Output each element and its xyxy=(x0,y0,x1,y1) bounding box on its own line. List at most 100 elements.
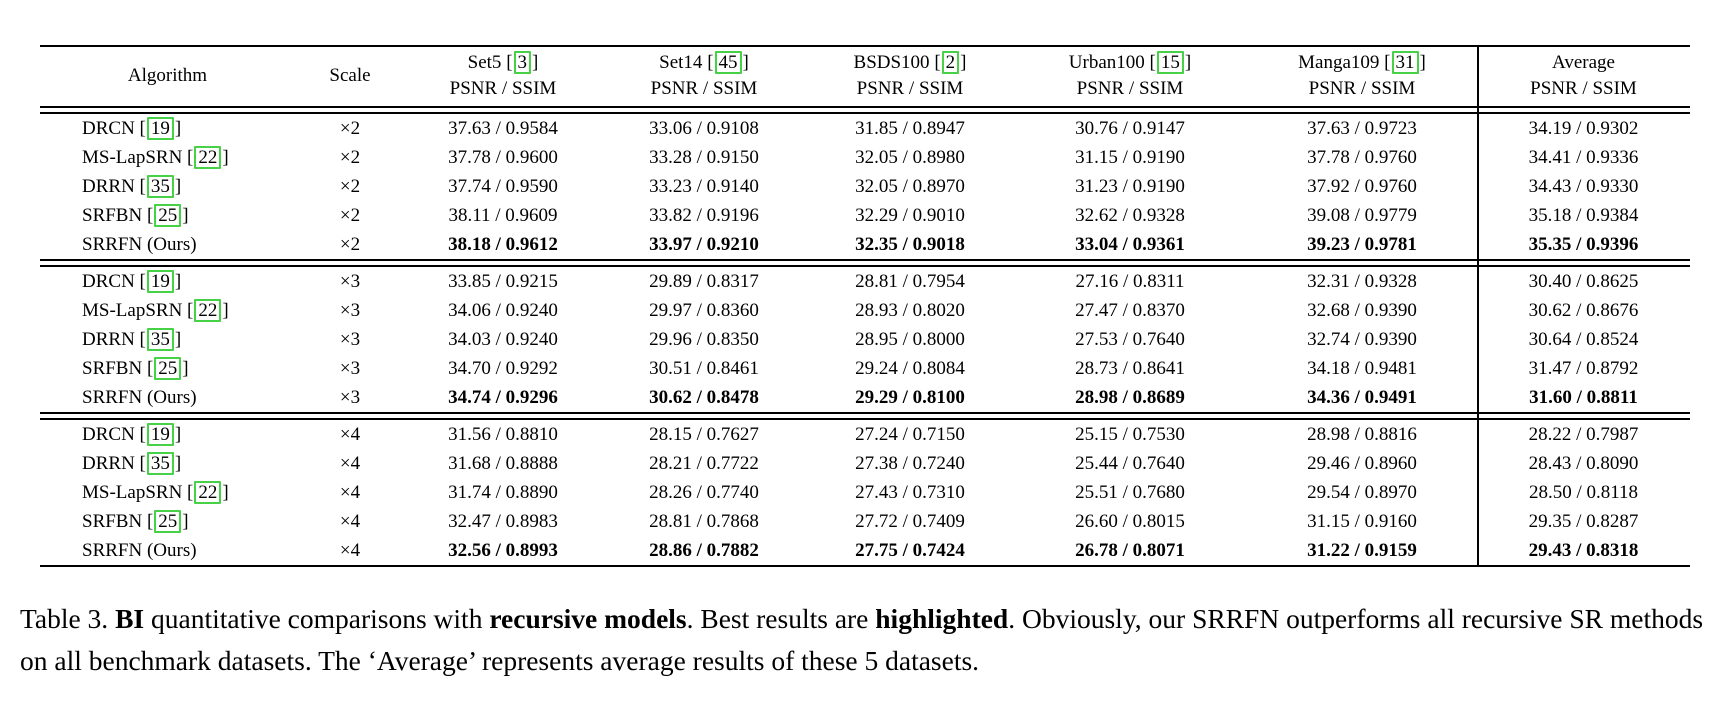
citation-link[interactable]: 19 xyxy=(146,117,174,140)
metric-label: PSNR / SSIM xyxy=(856,78,964,99)
open-bracket: [ xyxy=(934,52,941,73)
psnr-ssim-value: 35.35 / 0.9396 xyxy=(1528,234,1639,255)
scale-value: ×4 xyxy=(339,424,361,445)
scale-value: ×4 xyxy=(339,453,361,474)
psnr-ssim-value: 34.18 / 0.9481 xyxy=(1307,358,1417,379)
psnr-ssim-value: 32.31 / 0.9328 xyxy=(1307,271,1417,292)
psnr-ssim-value: 25.44 / 0.7640 xyxy=(1075,453,1185,474)
table-row: SRRFN (Ours) ×4 32.56 / 0.8993 28.86 / 0.78… xyxy=(40,536,1690,565)
column-header-bsds100: BSDS100 [2] PSNR / SSIM xyxy=(807,50,1013,102)
citation-link[interactable]: 3 xyxy=(513,51,532,74)
citation-link[interactable]: 22 xyxy=(194,146,222,169)
psnr-ssim-value: 33.82 / 0.9196 xyxy=(649,205,759,226)
scale-value: ×2 xyxy=(339,176,361,197)
psnr-ssim-value: 27.72 / 0.7409 xyxy=(855,511,965,532)
psnr-ssim-value: 32.68 / 0.9390 xyxy=(1307,300,1417,321)
psnr-ssim-value: 39.23 / 0.9781 xyxy=(1307,234,1417,255)
psnr-ssim-value: 25.15 / 0.7530 xyxy=(1075,424,1185,445)
table-row: MS-LapSRN [22] ×3 34.06 / 0.9240 29.97 / 0.… xyxy=(40,296,1690,325)
open-bracket: [ xyxy=(1149,52,1156,73)
metric-label: PSNR / SSIM xyxy=(1530,78,1637,99)
citation-link[interactable]: 35 xyxy=(146,175,174,198)
citation-link[interactable]: 35 xyxy=(146,328,174,351)
close-bracket: ] xyxy=(174,271,182,292)
citation-link[interactable]: 25 xyxy=(154,510,182,533)
psnr-ssim-value: 34.41 / 0.9336 xyxy=(1528,147,1639,168)
psnr-ssim-value: 31.60 / 0.8811 xyxy=(1529,387,1638,408)
psnr-ssim-value: 30.62 / 0.8676 xyxy=(1528,300,1639,321)
psnr-ssim-value: 28.21 / 0.7722 xyxy=(649,453,759,474)
citation-link[interactable]: 35 xyxy=(146,452,174,475)
psnr-ssim-value: 28.81 / 0.7868 xyxy=(649,511,759,532)
group-separator-rule xyxy=(40,412,1690,420)
algorithm-name: MS-LapSRN [22] xyxy=(82,299,229,322)
table-row: MS-LapSRN [22] ×4 31.74 / 0.8890 28.26 / 0.… xyxy=(40,478,1690,507)
psnr-ssim-value: 31.22 / 0.9159 xyxy=(1307,540,1417,561)
scale-header-label: Scale xyxy=(329,65,371,86)
scale-value: ×2 xyxy=(339,118,361,139)
close-bracket: ] xyxy=(222,300,229,321)
psnr-ssim-value: 30.64 / 0.8524 xyxy=(1528,329,1639,350)
column-header-urban100: Urban100 [15] PSNR / SSIM xyxy=(1013,50,1247,102)
psnr-ssim-value: 33.97 / 0.9210 xyxy=(649,234,759,255)
algorithm-name: SRFBN [25] xyxy=(82,204,189,227)
table-row: DRCN [19] ×2 37.63 / 0.9584 33.06 / 0.9108 3… xyxy=(40,114,1690,143)
citation-link[interactable]: 22 xyxy=(194,299,222,322)
citation-link[interactable]: 25 xyxy=(154,357,182,380)
psnr-ssim-value: 31.47 / 0.8792 xyxy=(1528,358,1639,379)
psnr-ssim-value: 31.15 / 0.9190 xyxy=(1075,147,1185,168)
dataset-name: Urban100 [15] xyxy=(1068,51,1192,74)
citation-link[interactable]: 31 xyxy=(1391,51,1419,74)
citation-link[interactable]: 15 xyxy=(1156,51,1184,74)
psnr-ssim-value: 30.76 / 0.9147 xyxy=(1075,118,1185,139)
psnr-ssim-value: 29.89 / 0.8317 xyxy=(649,271,759,292)
scale-value: ×4 xyxy=(339,511,361,532)
psnr-ssim-value: 27.53 / 0.7640 xyxy=(1075,329,1185,350)
caption-text: . Obviously, our SRRFN outperforms all r… xyxy=(20,603,1704,676)
close-bracket: ] xyxy=(174,118,182,139)
caption-bold-text: highlighted xyxy=(875,603,1009,634)
close-bracket: ] xyxy=(182,358,189,379)
psnr-ssim-value: 27.38 / 0.7240 xyxy=(855,453,965,474)
psnr-ssim-value: 39.08 / 0.9779 xyxy=(1307,205,1417,226)
open-bracket: [ xyxy=(187,482,194,503)
psnr-ssim-value: 30.62 / 0.8478 xyxy=(649,387,759,408)
psnr-ssim-value: 37.78 / 0.9600 xyxy=(448,147,558,168)
close-bracket: ] xyxy=(742,52,749,73)
scale-value: ×3 xyxy=(339,387,361,408)
table-row: DRRN [35] ×4 31.68 / 0.8888 28.21 / 0.7722 2… xyxy=(40,449,1690,478)
psnr-ssim-value: 32.56 / 0.8993 xyxy=(448,540,558,561)
citation-link[interactable]: 19 xyxy=(146,270,174,293)
open-bracket: [ xyxy=(187,147,194,168)
psnr-ssim-value: 29.97 / 0.8360 xyxy=(649,300,759,321)
close-bracket: ] xyxy=(174,424,182,445)
open-bracket: [ xyxy=(139,453,146,474)
psnr-ssim-value: 29.96 / 0.8350 xyxy=(649,329,759,350)
psnr-ssim-value: 27.16 / 0.8311 xyxy=(1075,271,1185,292)
metric-label: PSNR / SSIM xyxy=(449,78,557,99)
header-separator-rule xyxy=(40,106,1690,114)
close-bracket: ] xyxy=(174,176,182,197)
psnr-ssim-value: 27.75 / 0.7424 xyxy=(855,540,965,561)
scale-value: ×3 xyxy=(339,358,361,379)
table-bottom-rule xyxy=(40,565,1690,567)
psnr-ssim-value: 31.74 / 0.8890 xyxy=(448,482,558,503)
close-bracket: ] xyxy=(960,52,967,73)
citation-link[interactable]: 19 xyxy=(146,423,174,446)
psnr-ssim-value: 28.81 / 0.7954 xyxy=(855,271,965,292)
citation-link[interactable]: 2 xyxy=(941,51,960,74)
citation-link[interactable]: 25 xyxy=(154,204,182,227)
close-bracket: ] xyxy=(222,482,229,503)
table-row: DRCN [19] ×3 33.85 / 0.9215 29.89 / 0.8317 2… xyxy=(40,267,1690,296)
close-bracket: ] xyxy=(532,52,539,73)
dataset-name: Set5 [3] xyxy=(467,51,539,74)
scale-value: ×2 xyxy=(339,147,361,168)
table-row: DRRN [35] ×2 37.74 / 0.9590 33.23 / 0.9140 3… xyxy=(40,172,1690,201)
psnr-ssim-value: 34.06 / 0.9240 xyxy=(448,300,558,321)
close-bracket: ] xyxy=(182,205,189,226)
citation-link[interactable]: 22 xyxy=(194,481,222,504)
table-row: DRRN [35] ×3 34.03 / 0.9240 29.96 / 0.8350 2… xyxy=(40,325,1690,354)
citation-link[interactable]: 45 xyxy=(714,51,742,74)
column-header-set14: Set14 [45] PSNR / SSIM xyxy=(601,50,807,102)
psnr-ssim-value: 28.93 / 0.8020 xyxy=(855,300,965,321)
